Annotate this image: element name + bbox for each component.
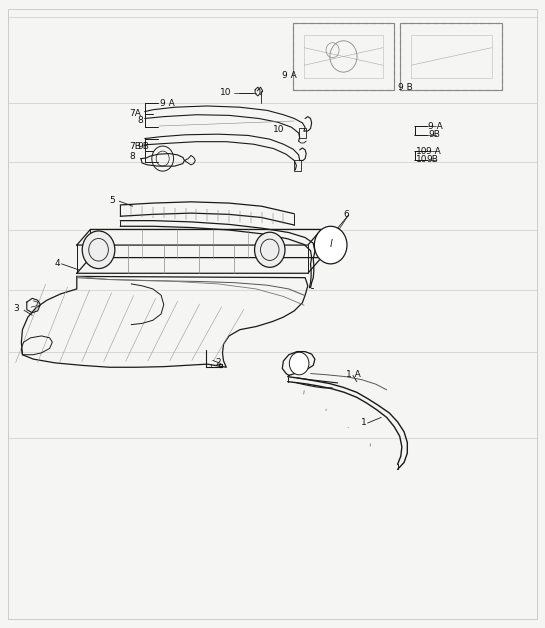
Text: 4: 4: [55, 259, 60, 268]
Bar: [293, 23, 393, 90]
Text: 2: 2: [215, 359, 221, 367]
Text: 8: 8: [137, 116, 143, 125]
Bar: [400, 23, 502, 90]
Circle shape: [314, 226, 347, 264]
Text: 9 B: 9 B: [397, 83, 412, 92]
Text: 10: 10: [416, 146, 427, 156]
Bar: [294, 161, 301, 171]
Text: 9 A: 9 A: [160, 99, 175, 108]
Bar: [299, 128, 306, 138]
Bar: [400, 23, 502, 90]
Text: 8: 8: [129, 151, 135, 161]
Bar: [293, 23, 393, 90]
Text: 9B: 9B: [426, 155, 438, 165]
Text: 1: 1: [361, 418, 367, 427]
Text: 9B: 9B: [137, 141, 149, 151]
Text: 5: 5: [110, 196, 115, 205]
Text: 6: 6: [343, 210, 349, 219]
Text: 3: 3: [13, 305, 19, 313]
Text: 10: 10: [220, 89, 232, 97]
Text: 9B: 9B: [428, 130, 440, 139]
Circle shape: [255, 232, 285, 268]
Circle shape: [82, 231, 115, 269]
Text: 7B: 7B: [129, 141, 141, 151]
Text: 10: 10: [272, 124, 284, 134]
Text: 7A: 7A: [129, 109, 141, 118]
Text: l: l: [329, 239, 332, 249]
Text: 9 A: 9 A: [428, 121, 443, 131]
Text: 9 A: 9 A: [426, 146, 441, 156]
Text: 9 A: 9 A: [282, 72, 296, 80]
Circle shape: [289, 352, 309, 375]
Text: 1 A: 1 A: [347, 370, 361, 379]
Text: 10: 10: [416, 155, 427, 165]
